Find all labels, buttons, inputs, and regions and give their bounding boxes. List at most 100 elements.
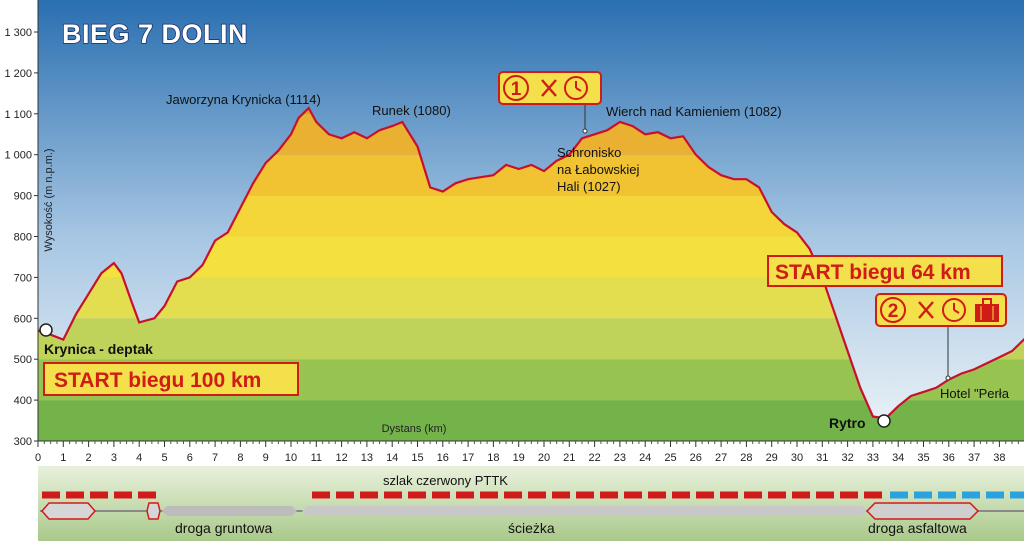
y-tick-label: 300 [14,436,32,448]
segment-gravel [162,506,297,516]
legend-gravel-label: droga gruntowa [175,520,273,536]
x-tick-label: 11 [311,452,322,464]
peak-label-jaworzyna: Jaworzyna Krynicka (1114) [166,92,321,107]
checkpoint-1-badge: 1 [498,71,602,134]
y-tick-label: 900 [14,191,32,203]
x-tick-label: 9 [263,452,269,464]
x-tick-label: 32 [841,452,853,464]
x-tick-label: 24 [639,452,651,464]
legend-path-label: ścieżka [508,520,555,536]
surface-segments [40,502,1024,520]
elevation-line [37,106,1024,420]
legend-trail-label: szlak czerwony PTTK [383,473,508,488]
y-tick-label: 1 200 [4,68,32,80]
x-tick-label: 35 [917,452,929,464]
hut-label-line1: Schronisko [557,145,621,160]
fork-knife-icon [918,301,934,319]
x-tick-label: 14 [386,452,398,464]
hut-label-line3: Hali (1027) [557,179,621,194]
chart-title: BIEG 7 DOLIN [62,19,248,49]
x-tick-label: 21 [563,452,575,464]
y-tick-label: 400 [14,395,32,407]
hut-label-line2: na Łabowskiej [557,162,639,177]
segment-path [302,506,867,516]
peak-label-wierch: Wierch nad Kamieniem (1082) [606,104,782,119]
start-100-label: START biegu 100 km [54,369,261,392]
luggage-icon [975,298,999,322]
x-tick-label: 16 [437,452,449,464]
x-tick-label: 15 [411,452,423,464]
checkpoint-1-number: 1 [511,79,522,100]
rytro-label: Rytro [829,415,866,431]
x-tick-label: 30 [791,452,803,464]
legend-background [38,466,1024,541]
x-tick-label: 13 [361,452,373,464]
fork-knife-icon [541,79,557,97]
checkpoint-2-number: 2 [888,301,899,322]
y-tick-label: 1 100 [4,109,32,121]
x-tick-label: 25 [664,452,676,464]
y-tick-label: 1 300 [4,27,32,39]
checkpoint-2-badge: 2 [875,293,1007,381]
hotel-label: Hotel "Perła [940,386,1010,401]
x-tick-label: 5 [161,452,167,464]
route-legend: szlak czerwony PTTK droga gruntowa ścież… [38,466,1024,541]
x-axis-label: Dystans (km) [382,423,447,435]
x-tick-label: 1 [60,452,66,464]
x-tick-label: 6 [187,452,193,464]
legend-asphalt-label: droga asfaltowa [868,520,967,536]
y-tick-label: 1 000 [4,150,32,162]
x-tick-label: 31 [816,452,828,464]
checkpoint-1-number-circle [503,75,529,101]
x-tick-label: 19 [513,452,525,464]
x-tick-label: 33 [867,452,879,464]
krynica-marker [39,323,53,337]
y-tick-label: 500 [14,354,32,366]
x-tick-label: 23 [614,452,626,464]
x-tick-label: 38 [993,452,1005,464]
segment-asphalt [865,502,980,520]
x-tick-label: 10 [285,452,297,464]
x-tick-label: 26 [690,452,702,464]
x-tick-label: 29 [766,452,778,464]
x-tick-label: 3 [111,452,117,464]
checkpoint-2-number-circle [880,297,906,323]
x-tick-label: 36 [943,452,955,464]
elevation-band-300 [38,400,1024,441]
checkpoint-2-box [875,293,1007,327]
x-tick-label: 37 [968,452,980,464]
x-tick-label: 4 [136,452,142,464]
x-tick-label: 28 [740,452,752,464]
y-ticks: 300 400 500 600 700 800 900 1 000 1 100 1 200 1 30… [4,27,38,448]
x-tick-label: 20 [538,452,550,464]
clock-icon [942,298,966,322]
start-64-marker: START biegu 64 km [767,255,1003,287]
x-tick-label: 18 [487,452,499,464]
checkpoint-2-dot [945,375,951,381]
segment-short-gravel [146,502,161,520]
segment-start-gravel [41,502,96,520]
y-tick-label: 600 [14,313,32,325]
peak-label-runek: Runek (1080) [372,103,451,118]
x-tick-label: 12 [335,452,347,464]
start-100-box [43,362,299,396]
clock-icon [564,76,588,100]
krynica-label: Krynica - deptak [44,341,153,357]
x-tick-label: 34 [892,452,904,464]
x-tick-label: 17 [462,452,474,464]
x-tick-label: 8 [237,452,243,464]
start-64-label: START biegu 64 km [775,261,971,284]
x-tick-label: 27 [715,452,727,464]
y-axis-label: Wysokość (m n.p.m.) [43,148,55,251]
start-64-box [767,255,1003,287]
checkpoint-1-dot [582,128,588,134]
x-ticks: 0 1 2 3 4 5 6 7 8 9 10 11 12 13 14 15 16 17 18 19 20 21 22 23 24… [35,441,1019,464]
rytro-marker [877,414,891,428]
x-tick-label: 7 [212,452,218,464]
x-tick-label: 2 [86,452,92,464]
y-tick-label: 700 [14,272,32,284]
y-tick-label: 800 [14,232,32,244]
start-100-marker: START biegu 100 km [43,362,299,396]
